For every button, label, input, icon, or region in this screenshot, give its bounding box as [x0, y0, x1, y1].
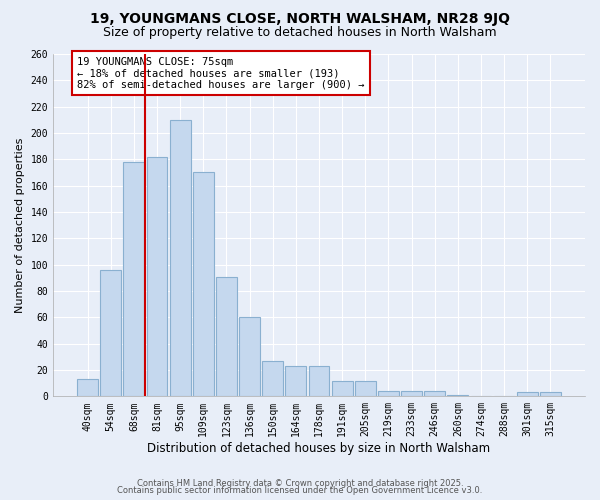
- Bar: [77, 379, 98, 396]
- Bar: [540, 392, 561, 396]
- Bar: [517, 392, 538, 396]
- Bar: [448, 395, 468, 396]
- Text: Contains HM Land Registry data © Crown copyright and database right 2025.: Contains HM Land Registry data © Crown c…: [137, 478, 463, 488]
- X-axis label: Distribution of detached houses by size in North Walsham: Distribution of detached houses by size …: [148, 442, 491, 455]
- Bar: [193, 172, 214, 396]
- Bar: [216, 276, 237, 396]
- Bar: [378, 391, 399, 396]
- Bar: [332, 380, 353, 396]
- Y-axis label: Number of detached properties: Number of detached properties: [15, 138, 25, 313]
- Text: Size of property relative to detached houses in North Walsham: Size of property relative to detached ho…: [103, 26, 497, 39]
- Bar: [308, 366, 329, 396]
- Bar: [239, 318, 260, 396]
- Bar: [355, 380, 376, 396]
- Bar: [100, 270, 121, 396]
- Text: 19, YOUNGMANS CLOSE, NORTH WALSHAM, NR28 9JQ: 19, YOUNGMANS CLOSE, NORTH WALSHAM, NR28…: [90, 12, 510, 26]
- Bar: [262, 361, 283, 396]
- Bar: [146, 156, 167, 396]
- Bar: [401, 391, 422, 396]
- Text: Contains public sector information licensed under the Open Government Licence v3: Contains public sector information licen…: [118, 486, 482, 495]
- Bar: [424, 391, 445, 396]
- Bar: [286, 366, 306, 396]
- Text: 19 YOUNGMANS CLOSE: 75sqm
← 18% of detached houses are smaller (193)
82% of semi: 19 YOUNGMANS CLOSE: 75sqm ← 18% of detac…: [77, 56, 365, 90]
- Bar: [124, 162, 145, 396]
- Bar: [170, 120, 191, 396]
